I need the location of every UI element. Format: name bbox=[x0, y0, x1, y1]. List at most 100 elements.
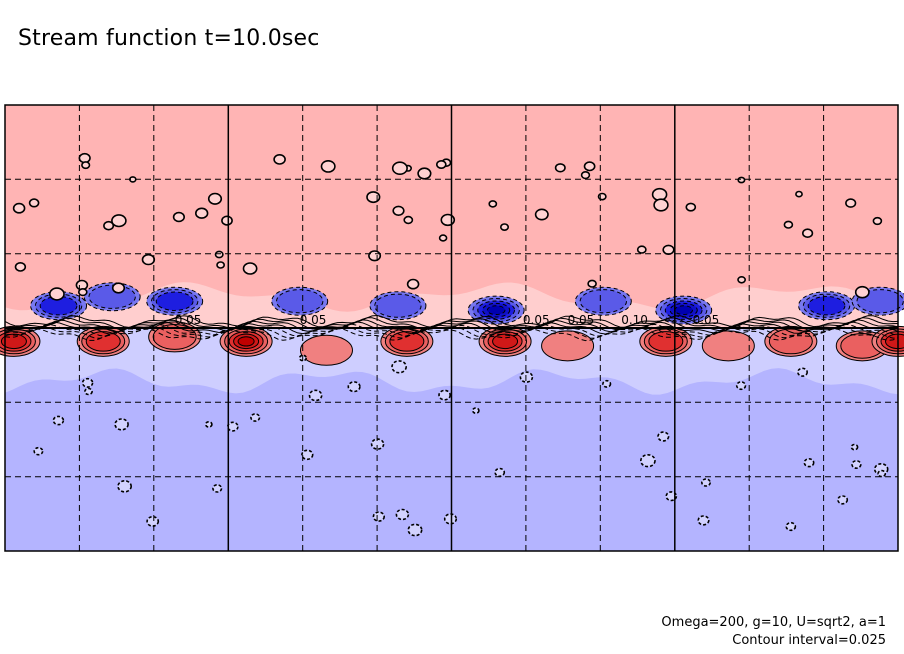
positive-eddy bbox=[534, 208, 549, 221]
negative-eddy bbox=[250, 413, 261, 422]
plot-frame bbox=[4, 104, 899, 552]
positive-vortex-ring bbox=[389, 331, 425, 352]
negative-eddy bbox=[657, 431, 670, 442]
negative-eddy bbox=[347, 381, 361, 393]
positive-eddy bbox=[653, 198, 669, 212]
negative-eddy bbox=[407, 523, 423, 537]
negative-eddy bbox=[471, 407, 480, 414]
positive-vortex-ring bbox=[492, 333, 519, 350]
positive-eddy bbox=[207, 192, 223, 205]
negative-vortex-ring bbox=[275, 289, 324, 314]
positive-eddy bbox=[141, 253, 156, 266]
positive-eddy bbox=[216, 261, 225, 269]
positive-eddy bbox=[597, 192, 607, 201]
positive-eddy bbox=[662, 244, 675, 256]
contour-label: 0.10 bbox=[621, 313, 648, 327]
negative-eddy bbox=[803, 458, 815, 468]
positive-eddy bbox=[320, 159, 336, 173]
positive-eddy bbox=[795, 190, 803, 198]
negative-eddy bbox=[372, 511, 385, 522]
positive-eddy bbox=[587, 279, 597, 288]
positive-eddy bbox=[273, 153, 286, 165]
negative-eddy bbox=[665, 491, 678, 502]
contour-label-group: 0.05 0.05 0.05 0.05 0.10 0.05 bbox=[175, 313, 720, 327]
positive-eddy bbox=[406, 278, 420, 290]
negative-eddy bbox=[117, 479, 132, 493]
contour-label: 0.05 bbox=[175, 313, 202, 327]
negative-eddy bbox=[697, 515, 710, 526]
negative-eddy bbox=[851, 459, 862, 469]
negative-eddy bbox=[494, 467, 506, 478]
negative-eddy bbox=[395, 508, 410, 521]
positive-eddy bbox=[685, 202, 697, 212]
negative-eddy bbox=[308, 389, 323, 402]
positive-eddy bbox=[801, 228, 814, 238]
negative-eddy bbox=[640, 454, 656, 468]
parameter-note: Omega=200, g=10, U=sqrt2, a=1 bbox=[661, 615, 886, 630]
positive-eddy bbox=[499, 223, 509, 231]
positive-eddy bbox=[783, 220, 794, 229]
positive-vortex-ring bbox=[85, 331, 121, 352]
positive-eddy bbox=[488, 200, 498, 208]
positive-eddy bbox=[221, 215, 233, 226]
negative-vortex-ring bbox=[674, 305, 693, 316]
positive-eddy bbox=[636, 245, 647, 254]
positive-eddy bbox=[111, 214, 127, 228]
contour-label: 0.05 bbox=[523, 313, 550, 327]
positive-eddy bbox=[391, 161, 408, 175]
negative-eddy bbox=[602, 379, 612, 388]
negative-eddy bbox=[443, 513, 458, 525]
contour-label: 0.05 bbox=[568, 313, 595, 327]
positive-eddy bbox=[49, 287, 65, 301]
positive-eddy bbox=[392, 205, 405, 217]
positive-eddy bbox=[14, 261, 27, 272]
negative-eddy bbox=[837, 495, 849, 505]
positive-eddy bbox=[440, 213, 456, 227]
negative-eddy bbox=[33, 446, 44, 456]
negative-eddy bbox=[146, 515, 160, 527]
positive-eddy bbox=[111, 282, 126, 294]
positive-eddy bbox=[438, 234, 448, 242]
positive-eddy bbox=[195, 207, 209, 219]
positive-eddy bbox=[78, 152, 91, 164]
contour-label: 0.05 bbox=[300, 313, 327, 327]
positive-eddy bbox=[103, 220, 115, 231]
positive-eddy bbox=[368, 250, 382, 262]
positive-eddy bbox=[12, 202, 26, 214]
positive-vortex-ring bbox=[885, 333, 904, 350]
negative-eddy bbox=[850, 443, 859, 451]
positive-vortex-ring bbox=[0, 333, 27, 350]
positive-eddy bbox=[845, 198, 857, 208]
negative-eddy bbox=[877, 469, 887, 478]
positive-eddy bbox=[554, 163, 566, 173]
negative-vortex-ring bbox=[155, 291, 194, 311]
positive-vortex-ring bbox=[768, 328, 813, 355]
grid-lines bbox=[5, 105, 898, 551]
negative-eddy bbox=[204, 420, 213, 428]
positive-eddy bbox=[403, 215, 414, 225]
negative-eddy bbox=[796, 367, 808, 377]
negative-eddy bbox=[391, 360, 407, 374]
positive-eddy bbox=[81, 161, 91, 170]
negative-eddy bbox=[114, 418, 129, 431]
negative-vortex-ring bbox=[486, 305, 506, 316]
positive-eddy bbox=[417, 167, 432, 180]
positive-eddy bbox=[28, 198, 40, 208]
positive-eddy bbox=[172, 211, 185, 223]
positive-eddy bbox=[580, 171, 591, 180]
negative-eddy bbox=[84, 387, 93, 396]
negative-eddy bbox=[735, 381, 747, 391]
negative-eddy bbox=[700, 478, 711, 487]
contour-label: 0.05 bbox=[693, 313, 720, 327]
negative-eddy bbox=[81, 377, 94, 388]
positive-vortex-ring bbox=[237, 336, 255, 347]
positive-eddy bbox=[435, 160, 447, 170]
positive-eddy bbox=[872, 216, 883, 226]
positive-eddy bbox=[242, 262, 258, 275]
negative-eddy bbox=[52, 415, 65, 426]
negative-eddy bbox=[212, 483, 223, 493]
positive-vortex-ring bbox=[541, 330, 595, 362]
contour-interval-note: Contour interval=0.025 bbox=[732, 633, 886, 648]
positive-eddy bbox=[78, 288, 88, 297]
